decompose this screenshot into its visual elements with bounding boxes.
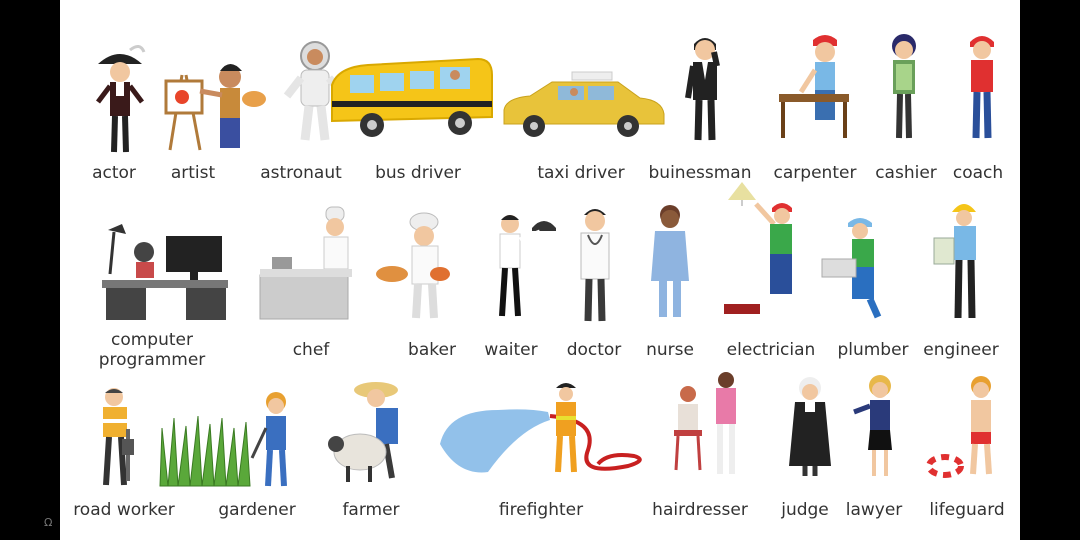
lifeguard-illustration — [926, 376, 992, 478]
plumber-illustration — [821, 218, 882, 319]
coach-illustration — [970, 36, 994, 139]
label-lifeguard: lifeguard — [929, 500, 1005, 520]
lawyer-illustration — [853, 375, 892, 476]
farmer-illustration — [328, 382, 398, 482]
label-farmer: farmer — [342, 500, 400, 520]
label-firefighter: firefighter — [498, 500, 584, 520]
road-worker-illustration — [103, 388, 134, 486]
actor-illustration — [96, 45, 146, 153]
artist-illustration — [164, 64, 266, 151]
doctor-illustration — [580, 209, 610, 322]
label-lawyer: lawyer — [845, 500, 903, 520]
label-computer-programmer: computer programmer — [98, 330, 206, 370]
businessman-illustration — [685, 38, 720, 141]
label-plumber: plumber — [837, 340, 909, 360]
label-electrician: electrician — [726, 340, 816, 360]
headphones-icon: Ω — [44, 516, 53, 529]
nurse-illustration — [651, 205, 689, 317]
baker-illustration — [376, 212, 450, 319]
label-coach: coach — [952, 163, 1004, 183]
label-chef: chef — [292, 340, 330, 360]
label-artist: artist — [170, 163, 216, 183]
judge-illustration — [789, 377, 831, 476]
label-nurse: nurse — [646, 340, 694, 360]
waiter-illustration — [499, 215, 556, 317]
label-astronaut: astronaut — [260, 163, 342, 183]
label-bus-driver: bus driver — [375, 163, 461, 183]
label-actor: actor — [92, 163, 136, 183]
label-baker: baker — [408, 340, 456, 360]
label-waiter: waiter — [484, 340, 538, 360]
label-gardener: gardener — [218, 500, 296, 520]
label-hairdresser: hairdresser — [652, 500, 748, 520]
label-doctor: doctor — [566, 340, 622, 360]
taxi-illustration — [503, 71, 665, 137]
label-cashier: cashier — [875, 163, 937, 183]
engineer-illustration — [933, 204, 976, 319]
label-engineer: engineer — [923, 340, 999, 360]
label-judge: judge — [781, 500, 829, 520]
bus-illustration — [331, 57, 493, 137]
label-road-worker: road worker — [73, 500, 175, 520]
electrician-illustration — [724, 182, 792, 314]
gardener-illustration — [159, 392, 287, 487]
cashier-illustration — [892, 34, 916, 139]
computer-programmer-illustration — [102, 224, 228, 320]
firefighter-illustration — [440, 383, 642, 473]
label-taxi-driver: taxi driver — [537, 163, 625, 183]
vocabulary-sheet: actor artist astronaut bus driver taxi d… — [60, 0, 1020, 540]
label-carpenter: carpenter — [773, 163, 857, 183]
label-businessman: buinessman — [648, 163, 752, 183]
carpenter-illustration — [779, 35, 849, 138]
chef-illustration — [259, 206, 352, 320]
hairdresser-illustration — [674, 372, 736, 474]
